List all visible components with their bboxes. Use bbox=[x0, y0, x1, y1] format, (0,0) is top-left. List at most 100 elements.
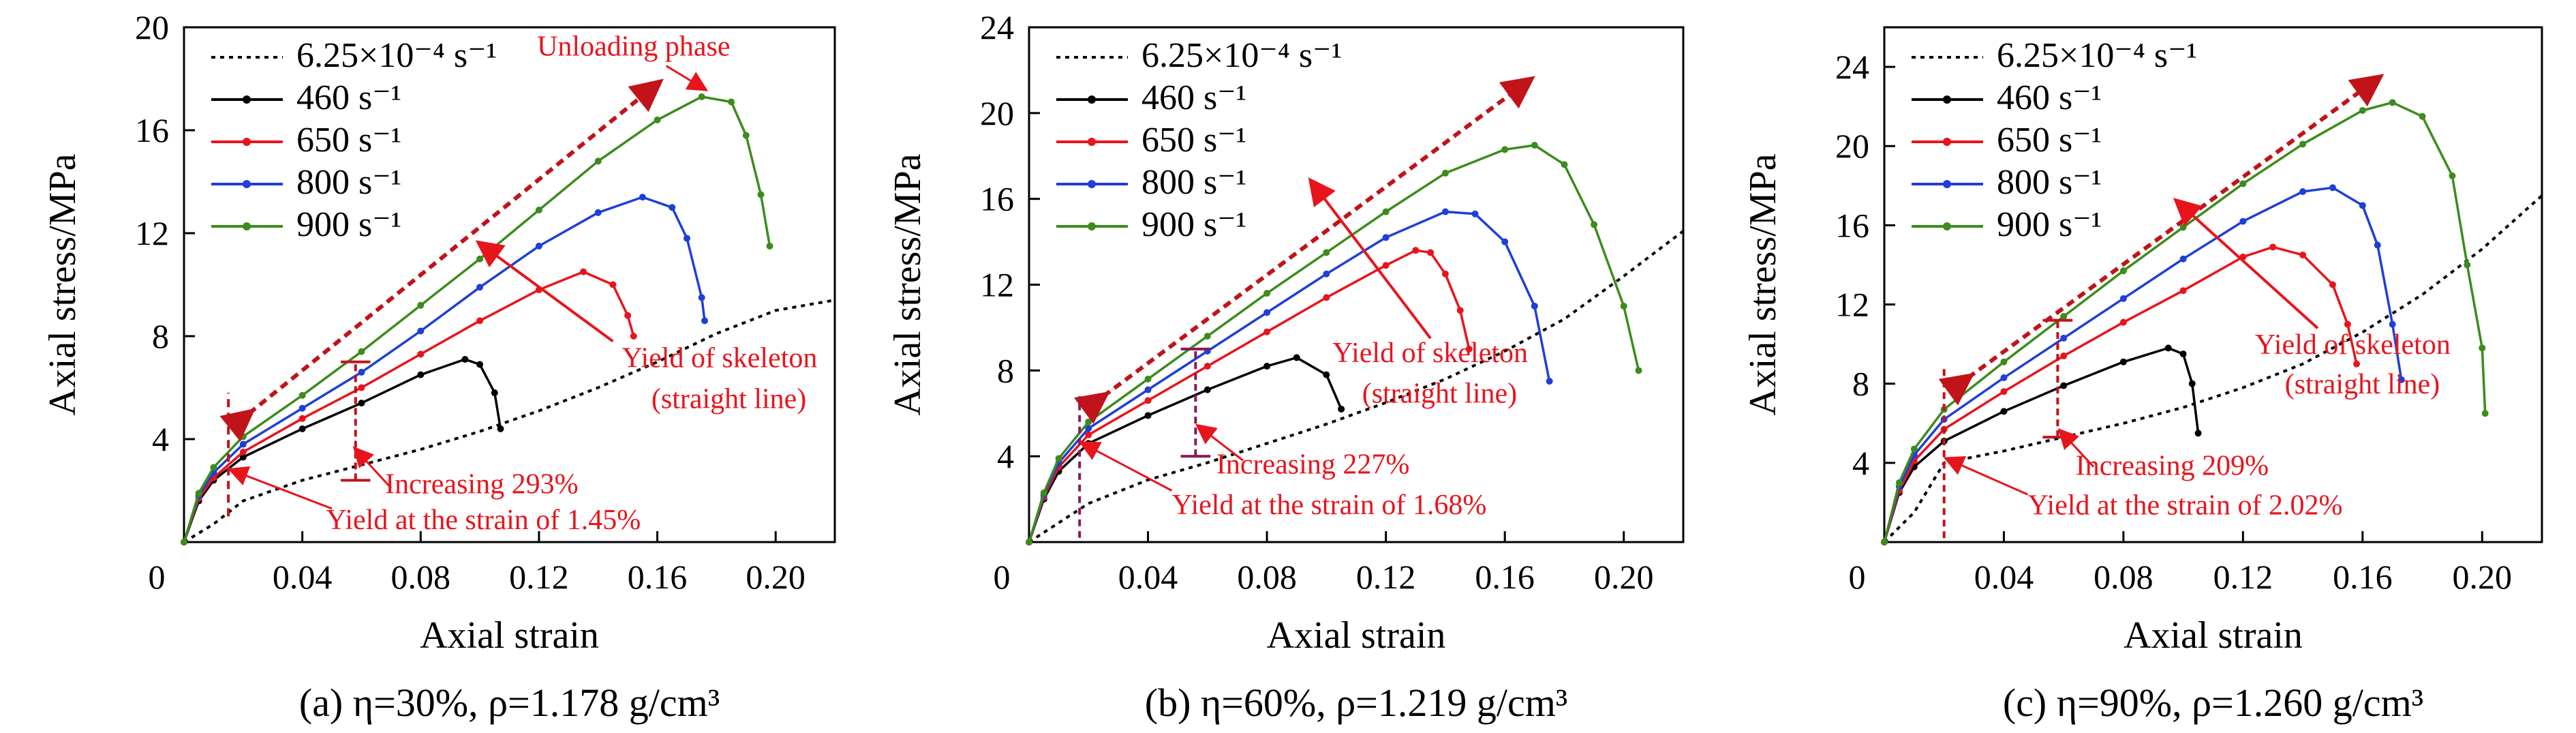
data-point bbox=[701, 317, 708, 325]
legend-label: 460 s⁻¹ bbox=[1141, 78, 1246, 117]
data-point bbox=[2389, 320, 2396, 328]
data-point bbox=[2119, 267, 2127, 275]
data-point bbox=[1591, 221, 1598, 228]
increase-pointer bbox=[352, 446, 392, 489]
legend-marker bbox=[1943, 138, 1951, 146]
data-point bbox=[2164, 344, 2172, 352]
data-point bbox=[1427, 249, 1435, 256]
data-point bbox=[2481, 410, 2489, 417]
legend-marker bbox=[243, 95, 251, 104]
data-point bbox=[2329, 281, 2336, 288]
increase-pointer bbox=[2057, 428, 2095, 468]
data-point bbox=[1055, 455, 1062, 462]
skeleton-pointer bbox=[1308, 177, 1432, 340]
annotation-skeleton: Yield of skeleton bbox=[2255, 329, 2451, 361]
data-point bbox=[1144, 397, 1152, 404]
data-point bbox=[698, 294, 705, 301]
data-point bbox=[2299, 140, 2307, 148]
data-point bbox=[1203, 386, 1211, 393]
legend-marker bbox=[243, 138, 251, 146]
legend-label: 900 s⁻¹ bbox=[1141, 205, 1246, 244]
data-point bbox=[298, 404, 306, 412]
data-point bbox=[476, 284, 484, 291]
data-point bbox=[298, 415, 306, 422]
data-point bbox=[195, 490, 202, 497]
y-tick-label: 8 bbox=[997, 351, 1014, 389]
series-line-3 bbox=[183, 270, 635, 543]
data-point bbox=[2464, 261, 2471, 269]
y-tick-label: 16 bbox=[980, 180, 1014, 218]
y-tick-label: 24 bbox=[1835, 48, 1869, 86]
data-point bbox=[594, 209, 602, 216]
data-point bbox=[624, 312, 632, 319]
data-point bbox=[1635, 367, 1642, 374]
legend-marker bbox=[1943, 222, 1951, 230]
data-point bbox=[2000, 374, 2008, 381]
legend-label: 900 s⁻¹ bbox=[296, 205, 401, 244]
data-point bbox=[1263, 363, 1271, 370]
annotation-skeleton: Yield of skeleton bbox=[622, 342, 817, 374]
data-point bbox=[1323, 270, 1330, 278]
x-tick-label: 0.16 bbox=[628, 558, 688, 596]
data-point bbox=[358, 348, 365, 355]
x-tick-label: 0.12 bbox=[2213, 558, 2273, 596]
data-point bbox=[669, 204, 676, 211]
data-point bbox=[1531, 302, 1538, 310]
plot-frame bbox=[1883, 26, 2543, 543]
x-tick-label: 0 bbox=[149, 558, 166, 596]
plot-frame bbox=[183, 26, 836, 543]
data-point bbox=[1144, 412, 1152, 419]
legend-marker bbox=[243, 180, 251, 188]
data-point bbox=[2353, 360, 2361, 368]
yield-pointer bbox=[1943, 456, 2029, 496]
data-point bbox=[1323, 294, 1330, 301]
data-point bbox=[1085, 425, 1092, 432]
data-point bbox=[609, 281, 617, 288]
legend-label: 650 s⁻¹ bbox=[1141, 121, 1246, 160]
annotation-increase: Increasing 209% bbox=[2076, 450, 2269, 481]
data-point bbox=[2449, 172, 2456, 179]
data-point bbox=[594, 158, 602, 165]
data-point bbox=[2060, 353, 2068, 360]
x-axis-title: Axial strain bbox=[420, 614, 599, 657]
x-tick-label: 0.16 bbox=[1475, 558, 1535, 596]
data-point bbox=[417, 371, 425, 378]
data-point bbox=[2179, 350, 2187, 358]
data-point bbox=[2344, 320, 2351, 328]
data-point bbox=[210, 464, 217, 471]
x-axis-title: Axial strain bbox=[2123, 614, 2303, 657]
data-point bbox=[2389, 99, 2396, 106]
data-point bbox=[1441, 208, 1449, 215]
data-point bbox=[1323, 249, 1330, 256]
data-point bbox=[461, 355, 469, 363]
skeleton-yield-arrow bbox=[1073, 76, 1535, 424]
annotation-unloading: Unloading phase bbox=[537, 31, 730, 63]
legend-marker bbox=[1088, 222, 1096, 230]
data-point bbox=[630, 333, 637, 340]
legend-label: 460 s⁻¹ bbox=[296, 78, 401, 117]
annotation-yield-strain: Yield at the strain of 1.45% bbox=[326, 505, 641, 536]
data-point bbox=[298, 425, 306, 432]
data-point bbox=[1263, 290, 1271, 297]
legend-marker bbox=[1943, 180, 1951, 188]
x-tick-label: 0.04 bbox=[273, 558, 333, 596]
y-tick-label: 20 bbox=[1835, 127, 1869, 165]
data-point bbox=[239, 440, 247, 448]
data-point bbox=[535, 207, 542, 214]
data-point bbox=[1338, 405, 1345, 413]
panel-caption: (c) η=90%, ρ=1.260 g/cm³ bbox=[2003, 680, 2423, 725]
annotation-straight-line: (straight line) bbox=[2285, 369, 2440, 400]
annotation-skeleton: Yield of skeleton bbox=[1332, 338, 1528, 369]
y-tick-label: 4 bbox=[1852, 444, 1869, 482]
data-point bbox=[2119, 295, 2127, 302]
legend-label: 460 s⁻¹ bbox=[1997, 78, 2102, 117]
data-point bbox=[2329, 184, 2336, 192]
data-point bbox=[654, 116, 661, 123]
y-axis-title: Axial stress/MPa bbox=[1742, 153, 1784, 415]
data-point bbox=[2299, 188, 2307, 196]
data-point bbox=[2194, 430, 2202, 437]
x-tick-label: 0.08 bbox=[1237, 558, 1297, 596]
legend-marker bbox=[243, 222, 251, 230]
data-point bbox=[1441, 270, 1449, 278]
